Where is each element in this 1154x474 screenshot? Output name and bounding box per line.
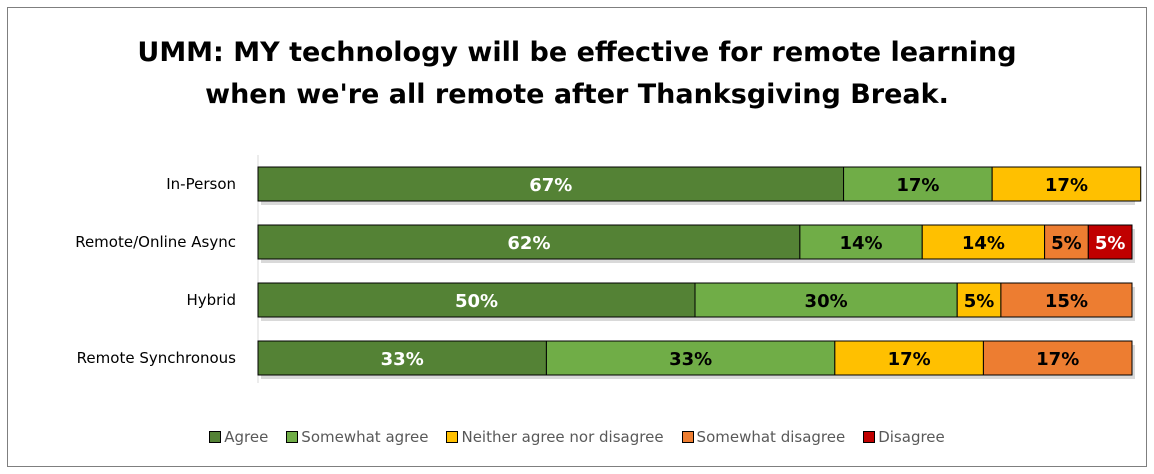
bar-segment xyxy=(799,224,923,260)
bar-segment xyxy=(843,166,993,202)
bar-segment xyxy=(921,224,1046,260)
legend-item: Agree xyxy=(209,428,268,446)
bar-segment xyxy=(257,282,696,318)
category-label: Hybrid xyxy=(186,291,236,309)
data-label: 17% xyxy=(1045,175,1088,196)
data-label: 5% xyxy=(1051,233,1082,254)
chart-title-line-2: when we're all remote after Thanksgiving… xyxy=(205,79,949,110)
data-label: 14% xyxy=(840,233,883,254)
bar-segment xyxy=(956,282,1002,318)
data-label: 33% xyxy=(669,349,712,370)
data-label: 5% xyxy=(1095,233,1126,254)
legend-item: Somewhat disagree xyxy=(681,428,846,446)
chart-title-line-1: UMM: MY technology will be effective for… xyxy=(137,37,1017,68)
legend-label: Agree xyxy=(224,428,269,446)
legend-label: Somewhat agree xyxy=(301,428,429,446)
legend-swatch xyxy=(286,431,299,443)
legend-label: Disagree xyxy=(878,428,945,446)
data-label: 17% xyxy=(888,349,931,370)
data-label: 14% xyxy=(962,233,1005,254)
bar-segment xyxy=(257,166,845,202)
legend-swatch xyxy=(446,431,459,443)
legend-item: Disagree xyxy=(863,428,945,446)
bar-segment xyxy=(1087,224,1133,260)
data-label: 5% xyxy=(964,291,995,312)
data-label: 17% xyxy=(896,175,939,196)
bar-segment xyxy=(545,340,836,376)
bar-segment xyxy=(257,340,547,376)
legend-label: Neither agree nor disagree xyxy=(461,428,664,446)
data-label: 30% xyxy=(805,291,848,312)
legend-item: Somewhat agree xyxy=(286,428,428,446)
data-label: 67% xyxy=(529,175,572,196)
legend-label: Somewhat disagree xyxy=(696,428,846,446)
data-label: 17% xyxy=(1036,349,1079,370)
bar-segment xyxy=(982,340,1133,376)
data-label: 33% xyxy=(381,349,424,370)
legend-swatch xyxy=(681,431,694,443)
data-label: 50% xyxy=(455,291,498,312)
data-label: 15% xyxy=(1045,291,1088,312)
bar-segment xyxy=(991,166,1142,202)
category-label: In-Person xyxy=(166,175,236,193)
legend-swatch xyxy=(863,431,876,443)
legend: Agree Somewhat agree Neither agree nor dis… xyxy=(0,428,1154,446)
bar-segment xyxy=(257,224,801,260)
legend-swatch xyxy=(209,431,222,443)
chart-title: UMM: MY technology will be effective for… xyxy=(0,32,1154,116)
legend-item: Neither agree nor disagree xyxy=(446,428,664,446)
data-label: 62% xyxy=(507,233,550,254)
category-label: Remote/Online Async xyxy=(75,233,236,251)
bar-segment xyxy=(1000,282,1133,318)
bar-segment xyxy=(694,282,958,318)
category-label: Remote Synchronous xyxy=(77,349,237,367)
